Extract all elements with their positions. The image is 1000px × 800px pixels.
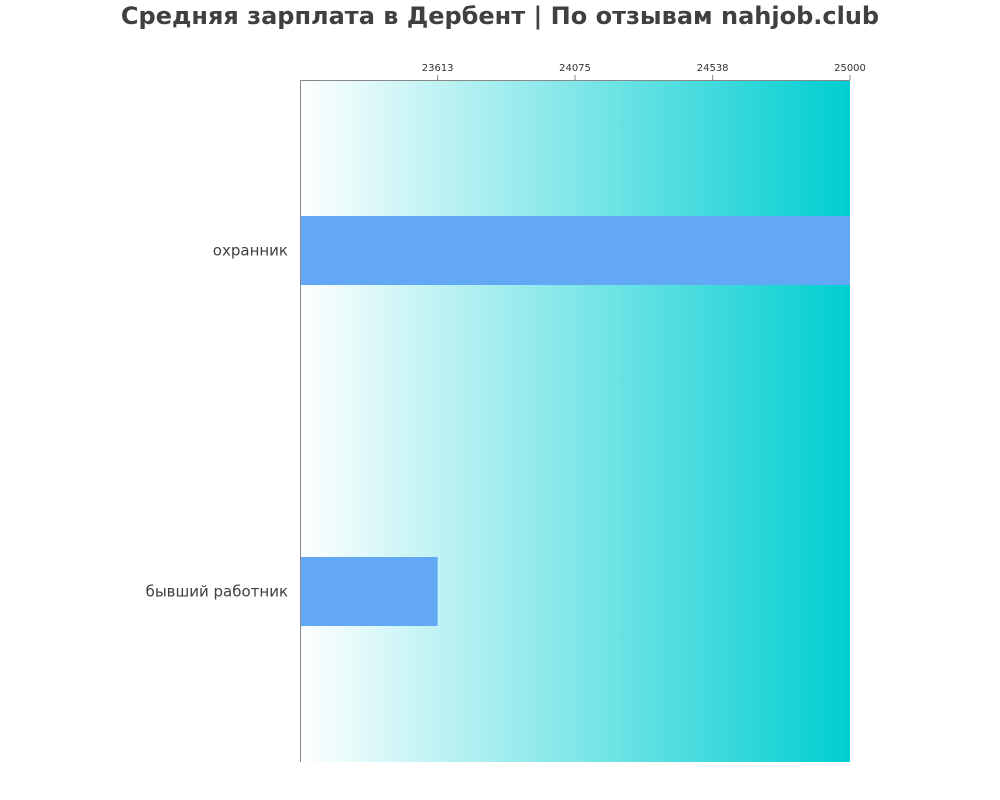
category-label: бывший работник — [146, 583, 288, 601]
chart-title: Средняя зарплата в Дербент | По отзывам … — [120, 2, 880, 30]
x-tick-label: 25000 — [834, 63, 866, 74]
x-tick-label: 24075 — [559, 63, 591, 74]
x-tick-label: 23613 — [422, 63, 454, 74]
category-label: охранник — [213, 242, 288, 260]
bar — [300, 557, 438, 626]
plot-background — [300, 80, 850, 762]
x-tick-label: 24538 — [697, 63, 729, 74]
bar — [300, 216, 850, 285]
